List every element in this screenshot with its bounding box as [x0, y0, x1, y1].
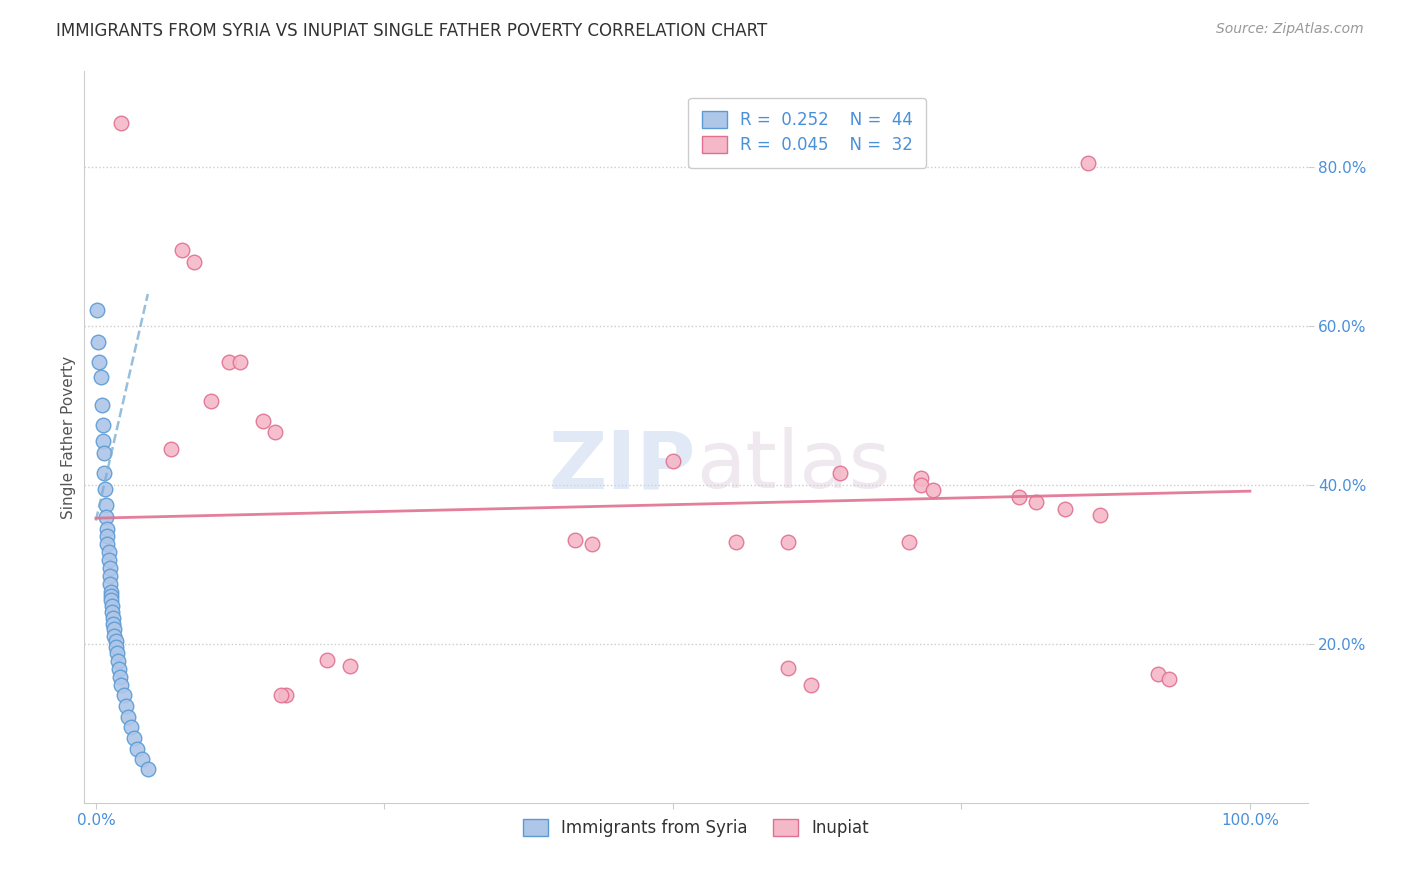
Point — [103, 623, 125, 637]
Point — [910, 477, 932, 491]
Point — [160, 442, 183, 456]
Point — [96, 529, 118, 543]
Point — [110, 678, 132, 692]
Point — [229, 354, 252, 368]
Point — [101, 605, 124, 619]
Point — [252, 414, 274, 428]
Point — [1077, 155, 1099, 169]
Point — [100, 589, 122, 603]
Point — [98, 577, 121, 591]
Point — [120, 720, 142, 734]
Point — [108, 662, 131, 676]
Point — [200, 394, 222, 409]
Point — [122, 731, 145, 745]
Point — [136, 763, 159, 777]
Point — [98, 561, 121, 575]
Point — [91, 418, 114, 433]
Point — [581, 537, 603, 551]
Point — [218, 354, 240, 368]
Point — [96, 537, 118, 551]
Point — [90, 398, 112, 412]
Point — [97, 545, 120, 559]
Point — [101, 599, 124, 613]
Point — [1159, 672, 1181, 686]
Point — [97, 553, 120, 567]
Point — [127, 741, 149, 756]
Text: Source: ZipAtlas.com: Source: ZipAtlas.com — [1216, 22, 1364, 37]
Point — [107, 654, 129, 668]
Point — [725, 535, 748, 549]
Point — [100, 593, 122, 607]
Point — [276, 689, 298, 703]
Text: atlas: atlas — [696, 427, 890, 506]
Point — [270, 689, 292, 703]
Point — [800, 678, 823, 692]
Point — [96, 509, 118, 524]
Point — [104, 634, 127, 648]
Point — [662, 454, 685, 468]
Point — [89, 354, 111, 368]
Point — [96, 498, 118, 512]
Legend: Immigrants from Syria, Inupiat: Immigrants from Syria, Inupiat — [515, 811, 877, 846]
Point — [87, 334, 110, 349]
Point — [1146, 667, 1168, 681]
Point — [108, 670, 131, 684]
Point — [131, 752, 153, 766]
Point — [117, 710, 139, 724]
Point — [100, 585, 122, 599]
Point — [115, 698, 138, 713]
Point — [564, 533, 586, 548]
Point — [898, 535, 921, 549]
Point — [93, 466, 115, 480]
Point — [103, 629, 125, 643]
Point — [1008, 490, 1031, 504]
Text: ZIP: ZIP — [548, 427, 696, 506]
Point — [778, 535, 800, 549]
Point — [103, 616, 125, 631]
Point — [910, 471, 932, 485]
Point — [96, 521, 118, 535]
Point — [1025, 495, 1047, 509]
Point — [183, 255, 205, 269]
Point — [89, 370, 111, 384]
Point — [86, 302, 108, 317]
Point — [830, 466, 852, 480]
Point — [105, 646, 128, 660]
Point — [104, 640, 127, 654]
Text: IMMIGRANTS FROM SYRIA VS INUPIAT SINGLE FATHER POVERTY CORRELATION CHART: IMMIGRANTS FROM SYRIA VS INUPIAT SINGLE … — [56, 22, 768, 40]
Point — [98, 569, 121, 583]
Point — [263, 425, 285, 439]
Point — [172, 244, 194, 258]
Point — [91, 434, 114, 448]
Point — [1054, 501, 1077, 516]
Point — [1088, 508, 1111, 522]
Point — [339, 659, 361, 673]
Point — [94, 482, 117, 496]
Point — [93, 446, 115, 460]
Point — [315, 653, 337, 667]
Point — [778, 660, 800, 674]
Y-axis label: Single Father Poverty: Single Father Poverty — [60, 356, 76, 518]
Point — [921, 483, 943, 498]
Point — [112, 689, 135, 703]
Point — [110, 116, 132, 130]
Point — [103, 611, 125, 625]
